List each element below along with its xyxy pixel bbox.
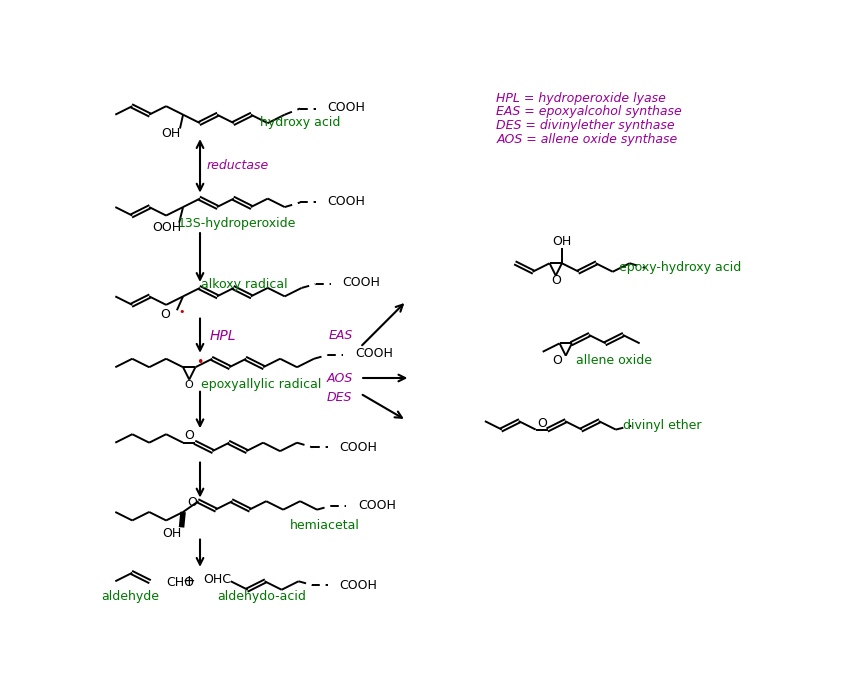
Text: epoxyallylic radical: epoxyallylic radical [201, 378, 321, 390]
Text: AOS: AOS [327, 372, 353, 384]
Text: alkoxy radical: alkoxy radical [202, 278, 288, 291]
Text: O: O [537, 417, 547, 430]
Text: COOH: COOH [358, 499, 396, 512]
Text: OHC: OHC [203, 573, 231, 587]
Text: 13S-hydroperoxide: 13S-hydroperoxide [178, 217, 296, 230]
Text: HPL: HPL [209, 329, 235, 342]
Text: O: O [187, 496, 197, 509]
Text: CHO: CHO [166, 576, 194, 589]
Text: COOH: COOH [354, 347, 392, 360]
Text: COOH: COOH [343, 276, 381, 289]
Text: O: O [185, 380, 193, 390]
Text: HPL = hydroperoxide lyase: HPL = hydroperoxide lyase [496, 91, 666, 104]
Text: hemiacetal: hemiacetal [289, 519, 360, 532]
Text: epoxy-hydroxy acid: epoxy-hydroxy acid [619, 261, 741, 274]
Text: •: • [197, 356, 203, 369]
Text: OH: OH [163, 527, 182, 540]
Text: COOH: COOH [339, 441, 377, 454]
Text: COOH: COOH [339, 578, 377, 591]
Text: OOH: OOH [152, 222, 181, 235]
Text: +: + [183, 573, 196, 589]
Text: aldehyde: aldehyde [102, 590, 160, 603]
Text: reductase: reductase [206, 159, 268, 172]
Text: DES: DES [327, 391, 353, 404]
Text: allene oxide: allene oxide [576, 354, 652, 367]
Text: hydroxy acid: hydroxy acid [260, 116, 340, 129]
Text: DES = divinylether synthase: DES = divinylether synthase [496, 119, 675, 132]
Text: COOH: COOH [327, 101, 365, 114]
Text: EAS: EAS [328, 329, 353, 342]
Text: COOH: COOH [327, 195, 365, 208]
Text: AOS = allene oxide synthase: AOS = allene oxide synthase [496, 133, 678, 146]
Text: O: O [160, 307, 170, 320]
Text: OH: OH [552, 235, 571, 248]
Text: •: • [178, 307, 185, 317]
Text: divinyl ether: divinyl ether [623, 419, 701, 432]
Text: OH: OH [161, 127, 181, 140]
Text: EAS = epoxyalcohol synthase: EAS = epoxyalcohol synthase [496, 106, 682, 119]
Text: O: O [184, 429, 194, 442]
Text: aldehydo-acid: aldehydo-acid [217, 590, 306, 603]
Text: O: O [551, 274, 560, 287]
Text: O: O [552, 354, 562, 367]
